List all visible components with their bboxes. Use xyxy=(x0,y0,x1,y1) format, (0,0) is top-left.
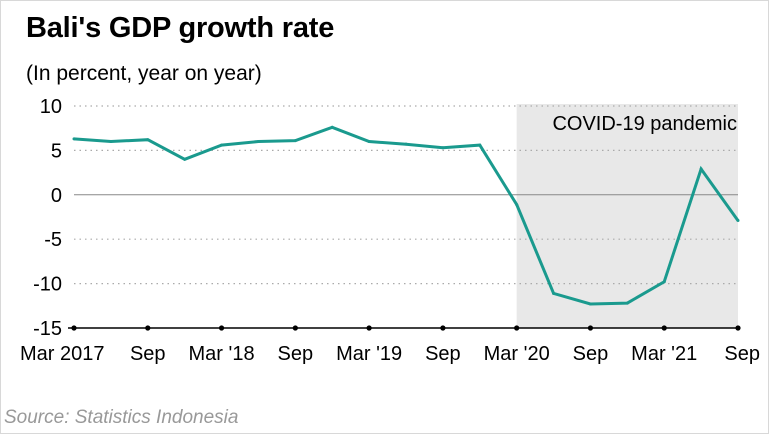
y-tick-label: -15 xyxy=(33,318,62,340)
data-point xyxy=(625,301,629,305)
x-tick-label: Sep xyxy=(573,343,609,365)
x-tick-dot xyxy=(661,325,667,331)
x-tick-label: Sep xyxy=(724,343,760,365)
chart-title: Bali's GDP growth rate xyxy=(26,12,335,44)
data-point xyxy=(256,140,260,144)
covid-shaded-region xyxy=(516,104,738,328)
data-point xyxy=(662,280,666,284)
data-point xyxy=(183,157,187,161)
data-point xyxy=(404,142,408,146)
data-point xyxy=(109,140,113,144)
x-tick-dot xyxy=(514,325,520,331)
y-tick-label: 5 xyxy=(51,140,62,162)
y-tick-label: 0 xyxy=(51,185,62,207)
data-point xyxy=(293,139,297,143)
x-axis: Mar 2017 Sep Mar '18 Sep Mar '19 Sep Mar '20 Se… xyxy=(20,325,760,365)
data-point xyxy=(699,167,703,171)
data-point xyxy=(588,302,592,306)
data-point xyxy=(330,125,334,129)
data-point xyxy=(367,140,371,144)
x-tick-label: Mar '19 xyxy=(336,343,402,365)
gridlines xyxy=(74,105,738,285)
x-tick-dot xyxy=(735,325,741,331)
y-tick-label: 10 xyxy=(40,96,62,118)
x-tick-dot xyxy=(145,325,151,331)
data-point xyxy=(441,146,445,150)
x-tick-dot xyxy=(292,325,298,331)
data-point xyxy=(220,143,224,147)
y-tick-label: -5 xyxy=(44,229,62,251)
x-tick-label: Mar '18 xyxy=(189,343,255,365)
chart-subtitle: (In percent, year on year) xyxy=(26,62,262,85)
x-tick-dot xyxy=(366,325,372,331)
x-tick-label: Mar 2017 xyxy=(20,343,105,365)
x-tick-dot xyxy=(587,325,594,331)
data-point xyxy=(146,138,150,142)
y-tick-label: -10 xyxy=(33,274,62,296)
data-point xyxy=(552,291,556,295)
series-layer xyxy=(72,125,740,306)
covid-region-label: COVID-19 pandemic xyxy=(552,113,737,135)
data-point xyxy=(515,203,519,207)
x-tick-label: Sep xyxy=(130,343,166,365)
data-point xyxy=(72,137,76,141)
line-chart: COVID-19 pandemic 10 5 0 -5 -10 -15 Mar 2017 S… xyxy=(20,96,760,365)
source-note: Source: Statistics Indonesia xyxy=(4,407,239,428)
x-tick-dot xyxy=(71,325,77,331)
x-tick-dot xyxy=(440,325,446,331)
data-point xyxy=(478,143,482,147)
data-point xyxy=(736,219,740,223)
x-tick-dot xyxy=(218,325,225,331)
x-tick-label: Sep xyxy=(278,343,314,365)
y-axis-ticks: 10 5 0 -5 -10 -15 xyxy=(33,96,62,340)
x-tick-label: Mar '20 xyxy=(484,343,550,365)
x-tick-label: Mar '21 xyxy=(631,343,697,365)
x-tick-label: Sep xyxy=(425,343,461,365)
